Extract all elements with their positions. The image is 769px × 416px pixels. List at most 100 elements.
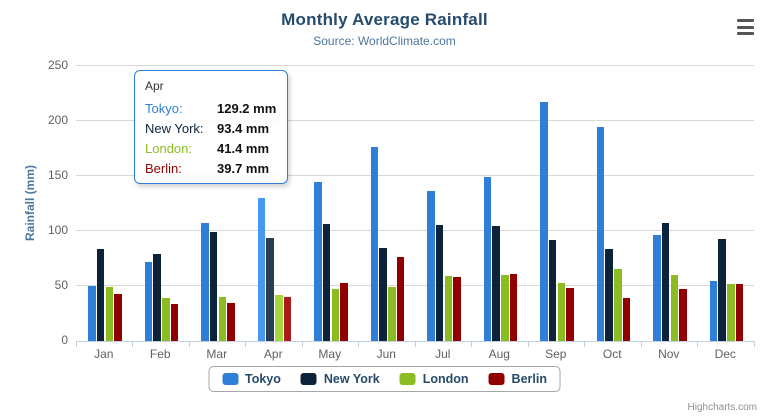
tooltip-series-label: London: (145, 140, 192, 156)
bar-new-york-jan[interactable] (96, 248, 105, 341)
legend-item-new-york[interactable]: New York (300, 372, 380, 386)
bar-tokyo-mar[interactable] (201, 223, 209, 341)
x-axis-label-apr: Apr (263, 347, 283, 361)
x-axis-label-jul: Jul (435, 347, 451, 361)
bar-new-york-sep[interactable] (548, 240, 557, 341)
y-axis-label-250: 250 (47, 58, 68, 72)
legend-label-london: London (422, 372, 469, 386)
bar-london-sep[interactable] (557, 282, 565, 341)
bar-london-jul[interactable] (444, 275, 452, 341)
x-axis-label-nov: Nov (658, 347, 680, 361)
gridline-50 (75, 284, 754, 286)
x-axis-tick (245, 341, 246, 347)
bar-new-york-oct[interactable] (605, 248, 613, 341)
context-menu-button[interactable] (732, 19, 754, 35)
tooltip-series-value: 39.7 mm (217, 160, 270, 176)
bar-berlin-apr[interactable] (283, 296, 292, 341)
bar-tokyo-jul[interactable] (427, 191, 435, 341)
bar-berlin-jan[interactable] (114, 293, 122, 341)
y-axis-label-50: 50 (54, 278, 68, 292)
x-axis-tick (697, 341, 698, 347)
bar-tokyo-jun[interactable] (370, 146, 378, 341)
x-axis-tick (753, 341, 755, 347)
credits-link[interactable]: Highcharts.com (687, 402, 757, 413)
bar-berlin-nov[interactable] (679, 289, 687, 341)
bar-london-jun[interactable] (388, 287, 396, 341)
tooltip-row-london: London: 41.4 mm (145, 138, 277, 158)
tooltip-series-value: 129.2 mm (217, 100, 277, 116)
x-axis-label-dec: Dec (714, 347, 736, 361)
bar-berlin-feb[interactable] (170, 303, 179, 341)
x-axis-tick (471, 341, 472, 347)
legend-symbol-tokyo (222, 373, 239, 385)
tooltip-series-value: 41.4 mm (217, 140, 270, 156)
hamburger-icon (737, 25, 754, 29)
bar-berlin-mar[interactable] (227, 302, 235, 341)
bar-new-york-jun[interactable] (379, 247, 387, 341)
bar-london-mar[interactable] (218, 297, 226, 341)
bar-tokyo-aug[interactable] (483, 177, 491, 341)
x-axis-label-mar: Mar (206, 347, 228, 361)
tooltip-series-label: New York: (145, 120, 204, 136)
bar-berlin-jun[interactable] (396, 257, 405, 341)
legend-item-london[interactable]: London (399, 372, 469, 386)
bar-new-york-mar[interactable] (209, 232, 218, 341)
legend-item-berlin[interactable]: Berlin (488, 372, 547, 386)
x-axis-label-sep: Sep (545, 347, 567, 361)
legend-symbol-new-york (300, 373, 317, 385)
tooltip-category: Apr (145, 79, 164, 93)
bar-london-apr[interactable] (275, 294, 283, 341)
bar-berlin-may[interactable] (340, 282, 348, 341)
legend-label-berlin: Berlin (511, 372, 547, 386)
hamburger-icon (737, 32, 754, 35)
tooltip-row-tokyo: Tokyo: 129.2 mm (145, 98, 277, 118)
bar-new-york-aug[interactable] (492, 225, 500, 341)
y-axis-label-100: 100 (47, 223, 68, 237)
bar-tokyo-oct[interactable] (596, 127, 604, 341)
plot-area (75, 64, 754, 341)
x-axis-label-may: May (318, 347, 342, 361)
bar-new-york-jul[interactable] (435, 225, 444, 341)
x-axis-tick (188, 341, 190, 347)
bar-tokyo-feb[interactable] (144, 261, 152, 341)
tooltip-series-value: 93.4 mm (217, 120, 270, 136)
gridline-250 (75, 64, 754, 66)
bar-london-oct[interactable] (614, 268, 622, 341)
x-axis-label-oct: Oct (602, 347, 622, 361)
bar-berlin-jul[interactable] (453, 277, 461, 341)
bar-berlin-dec[interactable] (735, 284, 744, 341)
x-axis-tick (301, 341, 303, 347)
bar-london-may[interactable] (331, 288, 339, 341)
x-axis-label-jan: Jan (94, 347, 114, 361)
x-axis-label-aug: Aug (488, 347, 510, 361)
bar-tokyo-sep[interactable] (540, 102, 548, 341)
bar-london-jan[interactable] (105, 286, 113, 341)
bar-berlin-oct[interactable] (622, 297, 631, 341)
tooltip-series-label: Berlin: (145, 160, 182, 176)
bar-new-york-may[interactable] (322, 223, 331, 341)
bar-london-feb[interactable] (162, 297, 170, 341)
bar-tokyo-jan[interactable] (88, 285, 96, 341)
bar-tokyo-may[interactable] (314, 182, 322, 341)
bar-tokyo-dec[interactable] (709, 280, 717, 341)
bar-tokyo-apr[interactable] (257, 198, 265, 341)
bar-new-york-feb[interactable] (153, 253, 161, 341)
x-axis-tick (640, 341, 642, 347)
chart-title: Monthly Average Rainfall (281, 10, 488, 29)
bar-london-dec[interactable] (727, 284, 735, 341)
bar-new-york-nov[interactable] (661, 223, 670, 341)
bar-berlin-aug[interactable] (509, 274, 518, 341)
bar-new-york-apr[interactable] (266, 237, 274, 341)
legend: Tokyo New York London Berlin (208, 366, 561, 392)
bar-tokyo-nov[interactable] (653, 235, 661, 341)
bar-london-nov[interactable] (670, 275, 678, 341)
legend-label-new-york: New York (323, 372, 380, 386)
bar-berlin-sep[interactable] (566, 288, 574, 341)
legend-item-tokyo[interactable]: Tokyo (222, 372, 281, 386)
x-axis-tick (527, 341, 529, 347)
x-axis-tick (584, 341, 585, 347)
bar-london-aug[interactable] (501, 274, 509, 341)
legend-symbol-berlin (488, 373, 505, 385)
bar-new-york-dec[interactable] (718, 238, 726, 341)
